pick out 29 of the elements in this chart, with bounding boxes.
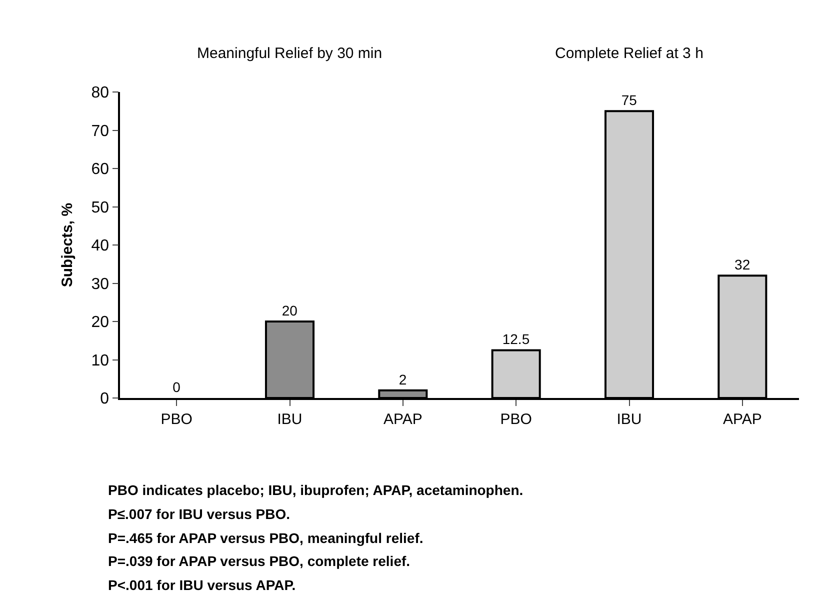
y-tick-label: 70	[91, 122, 110, 140]
text: Complete Relief at 3 h	[555, 45, 704, 62]
y-tick-label: 60	[91, 161, 110, 178]
data-label: 32	[734, 256, 750, 273]
y-tick-label: 0	[100, 390, 110, 408]
data-label: 75	[621, 92, 638, 108]
x-tick-label: APAP	[383, 410, 422, 428]
y-tick-label: 20	[91, 314, 110, 332]
text: PBO indicates placebo; IBU, ibuprofen; APAP, acetaminophen.	[108, 482, 524, 498]
data-label: 2	[398, 371, 407, 388]
x-tick-label: IBU	[616, 410, 642, 428]
text: P=.039 for APAP versus PBO, complete relief.	[108, 553, 410, 569]
data-label: 12.5	[502, 331, 530, 348]
x-tick-label: IBU	[277, 410, 302, 428]
y-axis-title: Subjects, %	[59, 202, 76, 288]
text: P≤.007 for IBU versus PBO.	[108, 506, 290, 522]
x-tick-label: APAP	[722, 410, 762, 428]
y-tick-label: 10	[91, 352, 110, 370]
text: P=.465 for APAP versus PBO, meaningful relief.	[108, 530, 424, 546]
y-tick-label: 30	[91, 276, 110, 293]
y-tick-label: 40	[91, 238, 110, 255]
text: Meaningful Relief by 30 min	[197, 45, 382, 62]
data-label: 20	[282, 302, 298, 318]
y-tick-label: 50	[91, 199, 110, 216]
x-tick-label: PBO	[160, 410, 192, 428]
text: P<.001 for IBU versus APAP.	[108, 577, 296, 593]
y-tick-label: 80	[91, 84, 110, 102]
data-label: 0	[172, 379, 181, 395]
x-tick-label: PBO	[500, 410, 532, 428]
